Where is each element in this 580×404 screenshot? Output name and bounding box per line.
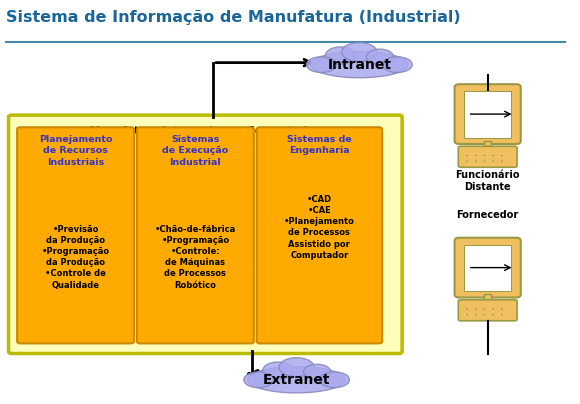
Ellipse shape xyxy=(310,51,408,78)
Circle shape xyxy=(466,308,468,310)
Circle shape xyxy=(501,308,503,310)
Ellipse shape xyxy=(382,57,412,72)
Text: Sistemas de
Engenharia: Sistemas de Engenharia xyxy=(287,135,352,156)
FancyBboxPatch shape xyxy=(257,127,382,343)
Text: •CAD
•CAE
•Planejamento
de Processos
Assistido por
Computador: •CAD •CAE •Planejamento de Processos Ass… xyxy=(284,195,355,260)
Circle shape xyxy=(492,155,494,156)
FancyBboxPatch shape xyxy=(464,244,511,291)
Text: Sistema de Informação de Manufatura (Industrial): Sistema de Informação de Manufatura (Ind… xyxy=(6,10,461,25)
Ellipse shape xyxy=(367,49,393,64)
Circle shape xyxy=(466,160,468,162)
Circle shape xyxy=(501,160,503,162)
Bar xyxy=(484,294,491,301)
Circle shape xyxy=(501,155,503,156)
Circle shape xyxy=(483,155,485,156)
FancyBboxPatch shape xyxy=(458,146,517,167)
FancyBboxPatch shape xyxy=(455,238,521,297)
Bar xyxy=(484,141,491,148)
FancyBboxPatch shape xyxy=(17,127,134,343)
Text: Manufatura Integrada por Computador: Manufatura Integrada por Computador xyxy=(90,126,320,136)
FancyBboxPatch shape xyxy=(9,115,402,354)
Circle shape xyxy=(492,308,494,310)
Text: Intranet: Intranet xyxy=(327,58,392,72)
Ellipse shape xyxy=(248,367,345,393)
Circle shape xyxy=(483,314,485,316)
Text: Extranet: Extranet xyxy=(263,373,331,387)
Circle shape xyxy=(466,155,468,156)
Circle shape xyxy=(475,308,477,310)
FancyBboxPatch shape xyxy=(464,91,511,138)
Circle shape xyxy=(475,314,477,316)
Ellipse shape xyxy=(325,47,356,64)
Circle shape xyxy=(466,314,468,316)
FancyBboxPatch shape xyxy=(137,127,254,343)
FancyBboxPatch shape xyxy=(458,300,517,321)
Ellipse shape xyxy=(304,364,331,379)
Ellipse shape xyxy=(244,372,274,388)
Text: •Chão-de-fábrica
•Programação
•Controle:
de Máquinas
de Processos
Robótico: •Chão-de-fábrica •Programação •Controle:… xyxy=(155,225,236,290)
Ellipse shape xyxy=(320,372,349,388)
Ellipse shape xyxy=(306,57,336,72)
Circle shape xyxy=(475,160,477,162)
Circle shape xyxy=(483,308,485,310)
Text: •Previsão
da Produção
•Programação
da Produção
•Controle de
Qualidade: •Previsão da Produção •Programação da Pr… xyxy=(42,225,110,290)
Ellipse shape xyxy=(279,358,314,377)
Circle shape xyxy=(475,155,477,156)
Circle shape xyxy=(501,314,503,316)
FancyBboxPatch shape xyxy=(455,84,521,144)
Text: Fornecedor: Fornecedor xyxy=(456,210,519,220)
Circle shape xyxy=(483,160,485,162)
Ellipse shape xyxy=(263,362,292,379)
Circle shape xyxy=(492,314,494,316)
Text: Funcionário
Distante: Funcionário Distante xyxy=(455,170,520,192)
Ellipse shape xyxy=(342,42,377,61)
Text: Planejamento
de Recursos
Industriais: Planejamento de Recursos Industriais xyxy=(39,135,113,166)
Text: Sistemas
de Execução
Industrial: Sistemas de Execução Industrial xyxy=(162,135,229,166)
Circle shape xyxy=(492,160,494,162)
